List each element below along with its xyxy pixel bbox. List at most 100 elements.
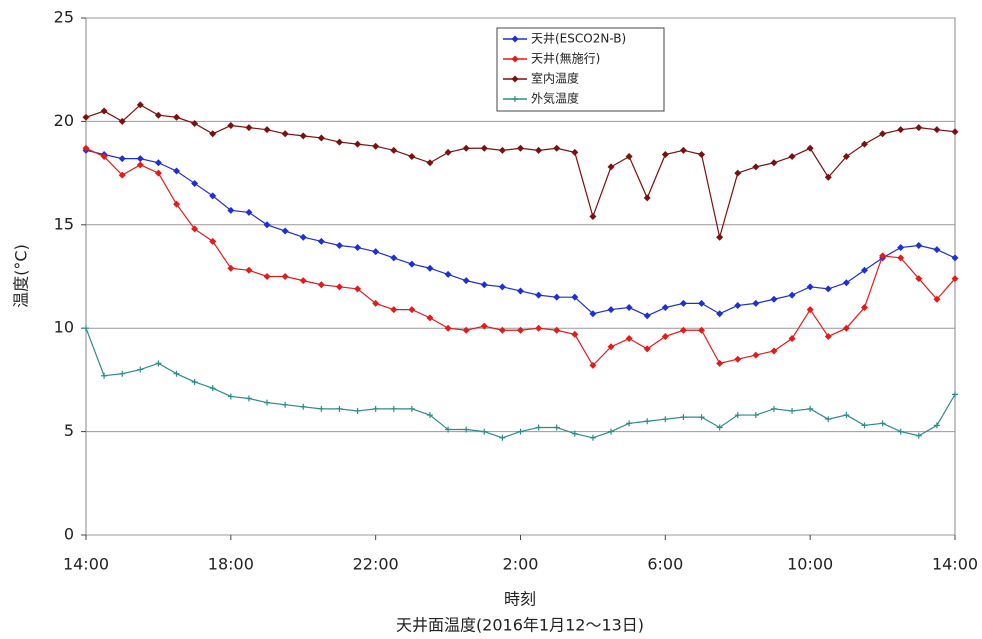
marker [589, 213, 597, 221]
marker [897, 126, 905, 134]
marker [499, 434, 506, 441]
legend-box [496, 27, 665, 112]
marker [137, 366, 144, 373]
marker [390, 405, 397, 412]
marker [390, 254, 398, 262]
marker [480, 144, 488, 152]
marker [535, 324, 543, 332]
y-axis-label: 温度(°C) [12, 244, 31, 308]
marker [173, 200, 181, 208]
marker [408, 306, 416, 314]
marker [734, 412, 741, 419]
marker [589, 361, 597, 369]
marker [426, 159, 434, 167]
marker [806, 144, 814, 152]
marker [734, 355, 742, 363]
marker [511, 35, 519, 43]
marker [154, 111, 162, 119]
marker [209, 385, 216, 392]
marker [281, 273, 289, 280]
marker [951, 254, 959, 262]
y-tick-label: 20 [54, 111, 74, 130]
marker [643, 345, 651, 353]
marker [770, 159, 778, 167]
marker [679, 326, 687, 334]
marker [82, 144, 90, 152]
marker [626, 420, 633, 427]
marker [897, 428, 904, 435]
marker [734, 169, 742, 177]
marker [426, 264, 434, 272]
marker [408, 260, 416, 268]
marker [445, 426, 452, 433]
marker [679, 299, 687, 307]
marker [444, 324, 452, 332]
marker [915, 241, 923, 249]
marker [842, 153, 850, 161]
marker [571, 330, 579, 338]
marker [625, 304, 633, 312]
marker [444, 148, 452, 156]
marker [571, 148, 579, 156]
marker [517, 326, 524, 334]
marker [82, 113, 90, 121]
marker [661, 304, 669, 312]
marker [299, 132, 307, 140]
marker [173, 370, 180, 377]
marker [915, 275, 923, 283]
marker [644, 418, 651, 425]
marker [462, 326, 470, 334]
marker [462, 277, 470, 285]
marker [191, 179, 199, 187]
legend-label: 室内温度 [531, 71, 579, 86]
marker [209, 130, 217, 138]
marker [372, 142, 380, 150]
marker [679, 146, 687, 154]
marker [227, 122, 235, 130]
marker [951, 128, 959, 136]
x-tick-label: 14:00 [63, 555, 109, 574]
marker [264, 399, 271, 406]
marker [770, 405, 777, 412]
marker [571, 293, 579, 301]
marker [879, 420, 886, 427]
marker [842, 279, 850, 287]
marker [136, 161, 144, 169]
marker [860, 140, 868, 148]
marker [607, 163, 615, 171]
marker [173, 167, 181, 175]
marker [481, 428, 488, 435]
marker [897, 244, 905, 252]
marker [824, 285, 832, 293]
marker [408, 153, 416, 161]
marker [191, 378, 198, 385]
marker [354, 244, 362, 252]
marker [336, 405, 343, 412]
marker [263, 273, 271, 280]
marker [860, 304, 868, 312]
marker [299, 277, 307, 285]
x-axis-label: 時刻 [504, 590, 536, 609]
marker [118, 171, 126, 179]
marker [119, 370, 126, 377]
marker [933, 126, 941, 134]
marker [245, 124, 253, 132]
marker [480, 281, 488, 289]
marker [535, 424, 542, 431]
marker [118, 117, 126, 125]
x-tick-label: 14:00 [932, 555, 978, 574]
marker [511, 75, 519, 83]
marker [553, 144, 561, 152]
marker [462, 144, 470, 152]
marker [625, 335, 633, 343]
marker [788, 153, 796, 161]
marker [317, 134, 325, 142]
marker [824, 332, 832, 340]
marker [227, 206, 235, 214]
marker [824, 173, 832, 181]
marker [300, 403, 307, 410]
legend-label: 天井(ESCO2N-B) [531, 32, 626, 46]
marker [101, 372, 108, 379]
